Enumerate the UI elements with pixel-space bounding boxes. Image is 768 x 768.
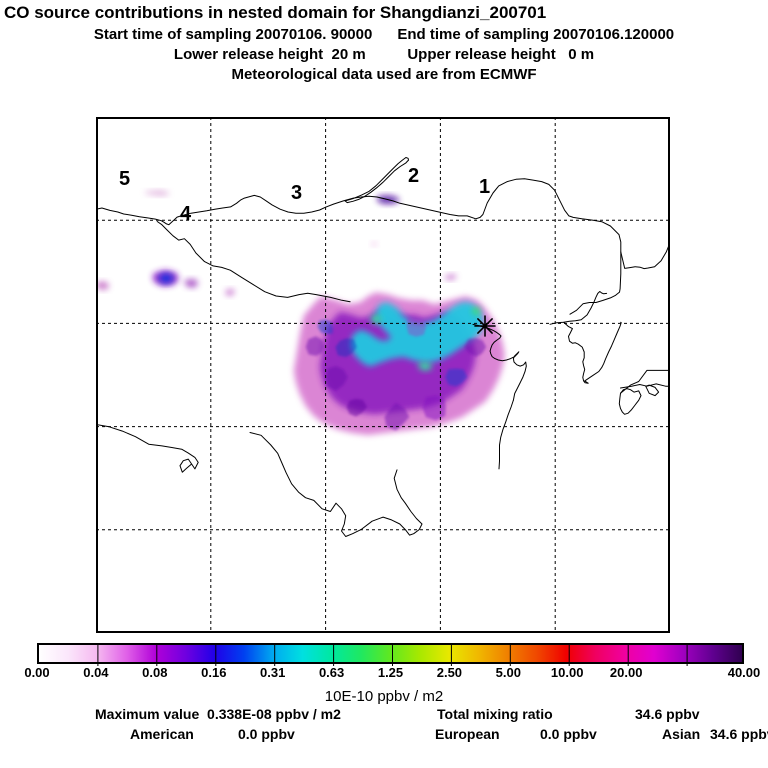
- svg-text:40.00: 40.00: [728, 665, 761, 680]
- svg-text:0.04: 0.04: [83, 665, 109, 680]
- svg-text:0.63: 0.63: [319, 665, 344, 680]
- svg-text:2.50: 2.50: [437, 665, 462, 680]
- svg-text:5.00: 5.00: [496, 665, 521, 680]
- svg-text:0.31: 0.31: [260, 665, 285, 680]
- svg-text:1.25: 1.25: [378, 665, 403, 680]
- svg-text:20.00: 20.00: [610, 665, 643, 680]
- svg-text:0.16: 0.16: [201, 665, 226, 680]
- svg-text:0.00: 0.00: [24, 665, 49, 680]
- svg-text:10.00: 10.00: [551, 665, 584, 680]
- svg-text:0.08: 0.08: [142, 665, 167, 680]
